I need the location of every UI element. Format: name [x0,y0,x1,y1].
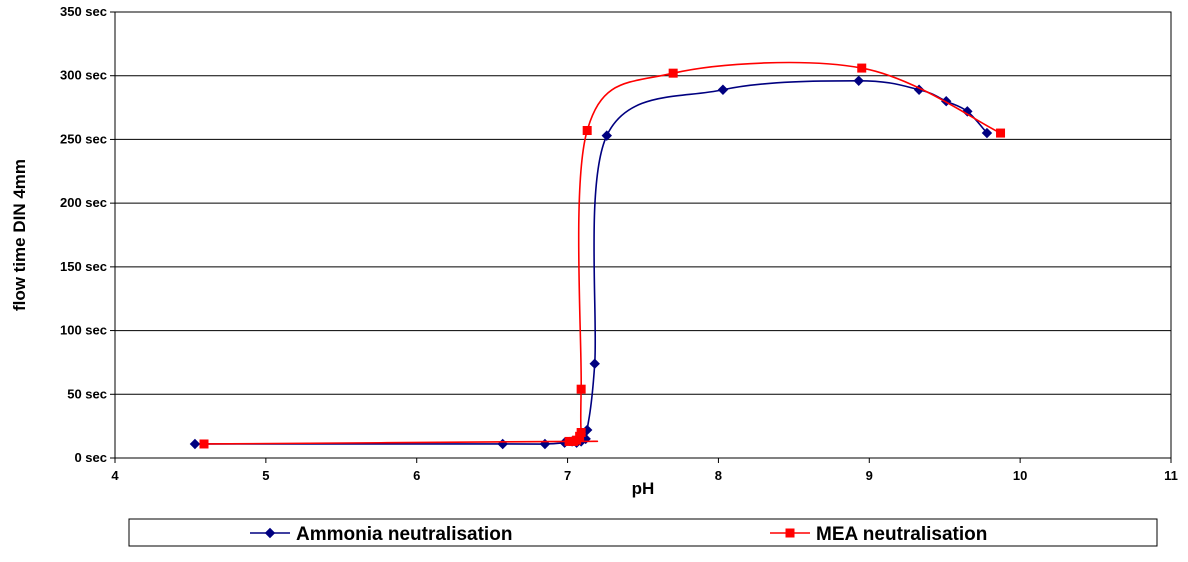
data-point [576,384,586,394]
legend-marker [785,528,795,538]
y-tick-label: 100 sec [60,323,107,338]
plot-area [114,11,1172,459]
data-point [589,358,600,369]
y-tick-label: 50 sec [67,386,107,401]
x-tick-label: 9 [866,468,873,483]
data-point [668,68,678,78]
legend-entry: Ammonia neutralisation [250,524,512,545]
y-tick-label: 0 sec [74,450,107,465]
data-point [717,84,729,95]
data-point [981,127,993,139]
series-layer [189,61,1006,450]
legend-marker [264,527,276,539]
series-line [194,80,988,445]
axis-ticks: 0 sec 50 sec 100 sec 150 sec 200 sec 250 sec 3… [60,4,1178,483]
y-tick-label: 350 sec [60,4,107,19]
x-tick-label: 7 [564,468,571,483]
y-tick-label: 300 sec [60,68,107,83]
x-tick-label: 4 [111,468,119,483]
data-point [497,438,508,450]
data-point [996,128,1006,138]
x-tick-label: 8 [715,468,722,483]
legend: Ammonia neutralisation MEA neutralisation [128,518,1158,547]
y-tick-label: 250 sec [60,131,107,146]
data-point [601,130,613,141]
x-tick-label: 11 [1164,468,1178,483]
legend-entry: MEA neutralisation [770,524,987,545]
x-tick-label: 6 [413,468,420,483]
y-axis-label: flow time DIN 4mm [10,159,29,311]
legend-box [128,518,1158,547]
data-point [857,63,867,73]
data-point [582,126,592,136]
legend-label: MEA neutralisation [816,524,987,545]
data-point [189,438,201,450]
data-point [576,428,586,438]
y-tick-label: 200 sec [60,195,107,210]
x-axis-label: pH [632,479,655,498]
x-tick-label: 5 [262,468,269,483]
y-tick-label: 150 sec [60,259,107,274]
legend-label: Ammonia neutralisation [296,524,512,545]
data-point [199,439,209,449]
x-tick-label: 10 [1013,468,1027,483]
grid-lines [115,75,1171,395]
series-mea [199,61,1006,449]
series-line [204,61,1001,445]
data-point [853,75,864,87]
